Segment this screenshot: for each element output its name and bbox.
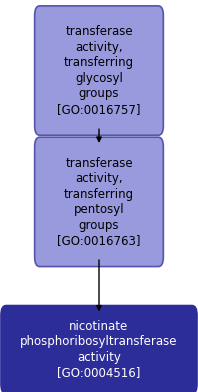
Text: transferase
activity,
transferring
pentosyl
groups
[GO:0016763]: transferase activity, transferring pento… bbox=[57, 157, 141, 247]
FancyBboxPatch shape bbox=[35, 6, 163, 135]
FancyBboxPatch shape bbox=[1, 306, 197, 392]
Text: nicotinate
phosphoribosyltransferase
activity
[GO:0004516]: nicotinate phosphoribosyltransferase act… bbox=[20, 320, 178, 379]
Text: transferase
activity,
transferring
glycosyl
groups
[GO:0016757]: transferase activity, transferring glyco… bbox=[57, 25, 141, 116]
FancyBboxPatch shape bbox=[35, 137, 163, 267]
